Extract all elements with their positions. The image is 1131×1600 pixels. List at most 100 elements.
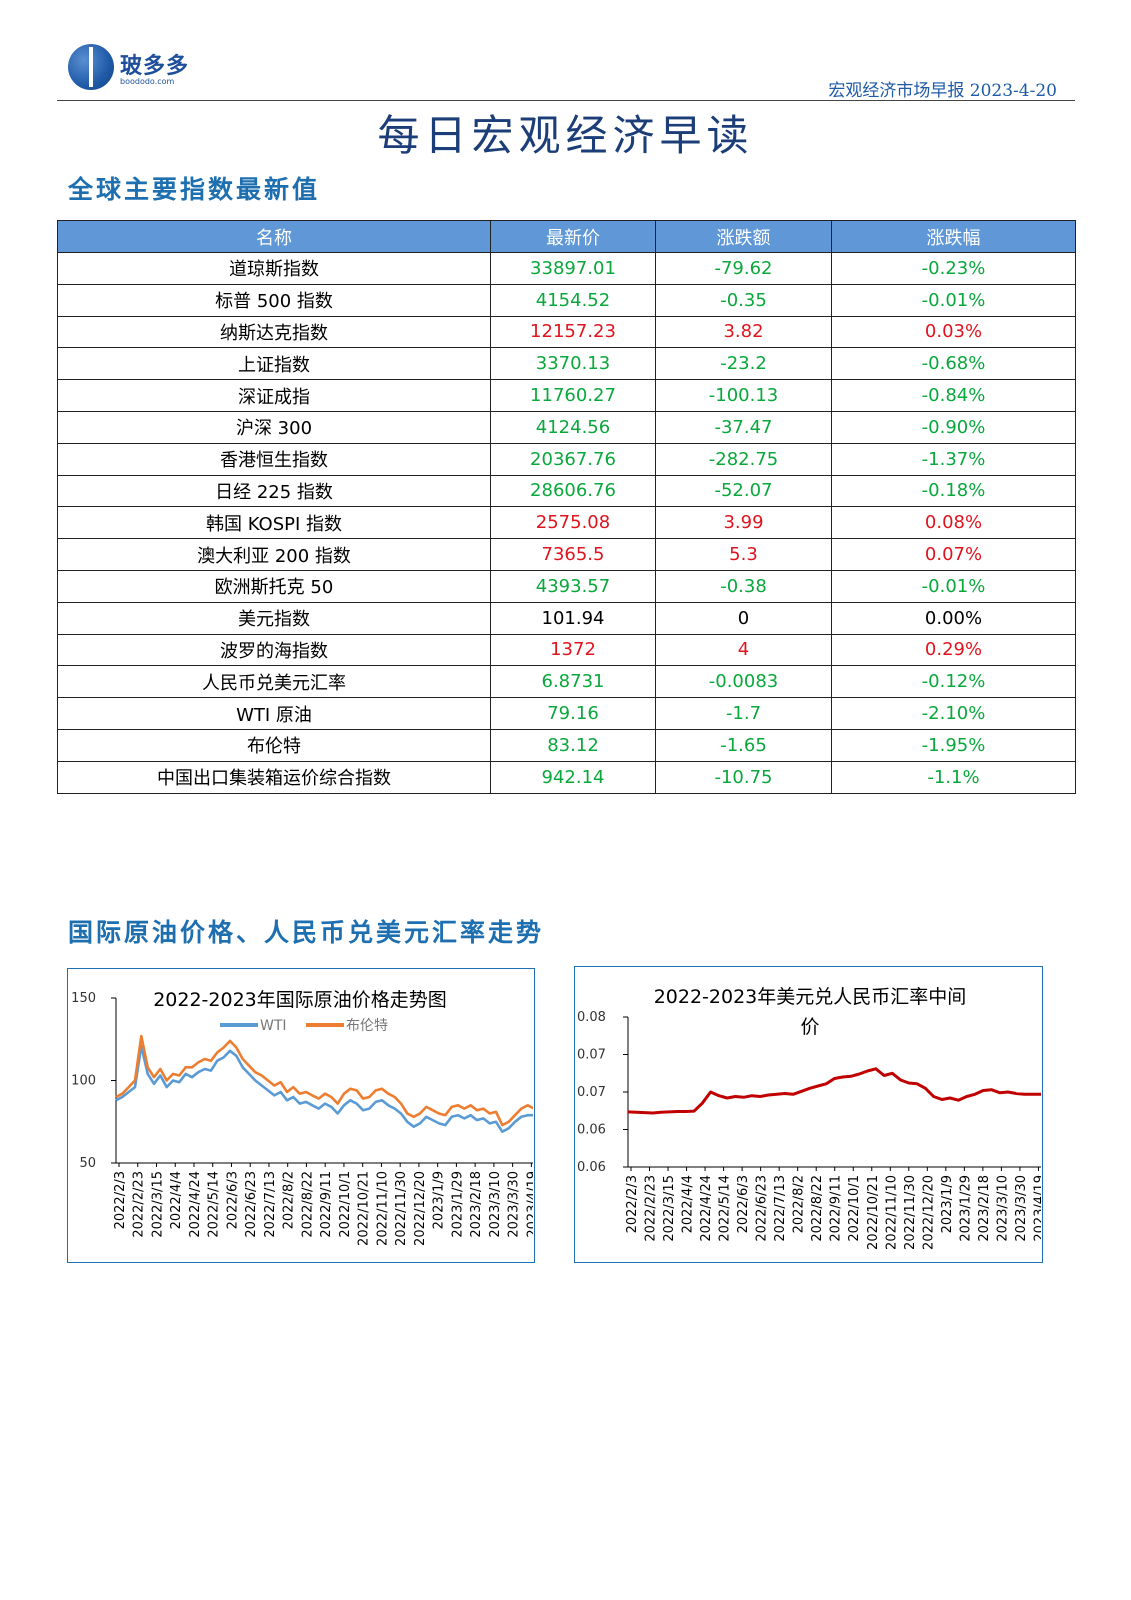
logo: 玻多多 boododo.com (68, 44, 198, 94)
cell-pct: -0.23% (831, 252, 1076, 285)
y-tick-label: 0.06 (577, 1160, 606, 1175)
x-tick-label: 2022/6/3 (736, 1175, 751, 1233)
x-tick-label: 2022/10/21 (357, 1171, 372, 1246)
x-tick-label: 2023/1/9 (432, 1171, 447, 1229)
table-row: 澳大利亚 200 指数 7365.5 5.3 0.07% (57, 538, 1076, 571)
cell-name: 道琼斯指数 (57, 252, 491, 285)
cell-price: 3370.13 (490, 347, 656, 381)
cell-name: 纳斯达克指数 (57, 315, 491, 349)
x-tick-label: 2022/2/23 (132, 1171, 147, 1238)
x-tick-label: 2022/2/23 (644, 1175, 659, 1242)
section-title-indices: 全球主要指数最新值 (68, 175, 321, 204)
indices-table: 名称 最新价 涨跌额 涨跌幅 道琼斯指数 33897.01 -79.62 -0.23% 标普 … (57, 220, 1076, 794)
cell-change: 4 (655, 633, 832, 667)
table-row: 美元指数 101.94 0 0.00% (57, 601, 1076, 635)
cell-price: 4154.52 (490, 283, 656, 317)
cell-price: 6.8731 (490, 665, 656, 699)
series-line-1 (627, 1067, 1041, 1115)
x-tick-label: 2023/3/10 (488, 1171, 503, 1238)
x-tick-label: 2022/8/2 (282, 1171, 297, 1229)
cell-pct: -0.68% (831, 347, 1076, 381)
x-tick-label: 2023/3/30 (1014, 1175, 1029, 1242)
cell-pct: -0.12% (831, 665, 1076, 699)
y-tick-label: 0.07 (577, 1085, 606, 1100)
cell-price: 83.12 (490, 728, 656, 762)
y-tick-label: 150 (71, 991, 96, 1006)
cell-pct: -1.1% (831, 760, 1076, 794)
x-tick-label: 2022/4/4 (681, 1175, 696, 1233)
x-tick-label: 2022/7/13 (773, 1175, 788, 1242)
x-tick-label: 2022/6/23 (755, 1175, 770, 1242)
cell-price: 4393.57 (490, 569, 656, 603)
table-row: 纳斯达克指数 12157.23 3.82 0.03% (57, 315, 1076, 349)
x-tick-label: 2023/4/19 (525, 1171, 533, 1238)
x-tick-label: 2023/1/29 (958, 1175, 973, 1242)
cell-name: 上证指数 (57, 347, 491, 381)
x-tick-label: 2022/11/10 (884, 1175, 899, 1250)
cell-name: 人民币兑美元汇率 (57, 665, 491, 699)
cell-pct: -1.95% (831, 728, 1076, 762)
x-tick-label: 2023/3/30 (507, 1171, 522, 1238)
cell-pct: -1.37% (831, 442, 1076, 476)
cell-name: 中国出口集装箱运价综合指数 (57, 760, 491, 794)
cell-name: 美元指数 (57, 601, 491, 635)
table-row: 标普 500 指数 4154.52 -0.35 -0.01% (57, 283, 1076, 317)
x-tick-label: 2022/5/14 (718, 1175, 733, 1242)
cell-price: 101.94 (490, 601, 656, 635)
cell-price: 11760.27 (490, 379, 656, 412)
cell-price: 33897.01 (490, 252, 656, 285)
cell-name: 波罗的海指数 (57, 633, 491, 667)
table-row: 深证成指 11760.27 -100.13 -0.84% (57, 379, 1076, 412)
page-title: 每日宏观经济早读 (377, 111, 754, 160)
x-tick-label: 2023/2/18 (469, 1171, 484, 1238)
cell-name: 澳大利亚 200 指数 (57, 538, 491, 571)
cell-change: -0.0083 (655, 665, 832, 699)
x-tick-label: 2022/3/15 (662, 1175, 677, 1242)
header-name: 名称 (57, 220, 491, 253)
x-tick-label: 2022/12/20 (413, 1171, 428, 1246)
fx-rate-chart: 2022-2023年美元兑人民币汇率中间价 0.08 0.07 0.07 0.06 0.0… (574, 966, 1043, 1263)
cell-pct: 0.29% (831, 633, 1076, 667)
x-tick-label: 2022/6/3 (225, 1171, 240, 1229)
y-tick-label: 0.08 (577, 1010, 606, 1025)
header-divider (57, 100, 1075, 101)
x-tick-label: 2022/10/1 (338, 1171, 353, 1238)
table-row: 韩国 KOSPI 指数 2575.08 3.99 0.08% (57, 506, 1076, 540)
cell-pct: -0.18% (831, 474, 1076, 508)
x-tick-label: 2022/10/21 (866, 1175, 881, 1250)
table-header-row: 名称 最新价 涨跌额 涨跌幅 (57, 220, 1076, 253)
x-tick-label: 2022/5/14 (207, 1171, 222, 1238)
cell-change: -100.13 (655, 379, 832, 412)
cell-change: -52.07 (655, 474, 832, 508)
legend-label-1: WTI (260, 1018, 287, 1034)
cell-name: 韩国 KOSPI 指数 (57, 506, 491, 540)
cell-price: 28606.76 (490, 474, 656, 508)
x-tick-label: 2022/8/2 (792, 1175, 807, 1233)
cell-name: WTI 原油 (57, 697, 491, 730)
x-tick-label: 2023/2/18 (977, 1175, 992, 1242)
x-tick-label: 2023/1/9 (940, 1175, 955, 1233)
chart-title: 价 (800, 1016, 819, 1038)
cell-pct: -0.90% (831, 410, 1076, 444)
cell-change: -1.65 (655, 728, 832, 762)
x-tick-label: 2022/4/24 (699, 1175, 714, 1242)
chart-title: 2022-2023年美元兑人民币汇率中间 (654, 986, 967, 1008)
table-row: 道琼斯指数 33897.01 -79.62 -0.23% (57, 252, 1076, 285)
header-change: 涨跌额 (655, 220, 832, 253)
x-tick-label: 2022/8/22 (810, 1175, 825, 1242)
cell-price: 4124.56 (490, 410, 656, 444)
cell-change: -1.7 (655, 697, 832, 730)
x-tick-label: 2022/3/15 (150, 1171, 165, 1238)
x-tick-label: 2022/7/13 (263, 1171, 278, 1238)
y-tick-label: 0.07 (577, 1048, 606, 1063)
cell-price: 2575.08 (490, 506, 656, 540)
x-tick-label: 2022/6/23 (244, 1171, 259, 1238)
logo-url: boododo.com (120, 77, 175, 86)
cell-name: 标普 500 指数 (57, 283, 491, 317)
cell-name: 欧洲斯托克 50 (57, 569, 491, 603)
section-title-trends: 国际原油价格、人民币兑美元汇率走势 (68, 918, 545, 947)
table-row: 布伦特 83.12 -1.65 -1.95% (57, 728, 1076, 762)
table-row: 日经 225 指数 28606.76 -52.07 -0.18% (57, 474, 1076, 508)
y-tick-label: 100 (71, 1074, 96, 1089)
